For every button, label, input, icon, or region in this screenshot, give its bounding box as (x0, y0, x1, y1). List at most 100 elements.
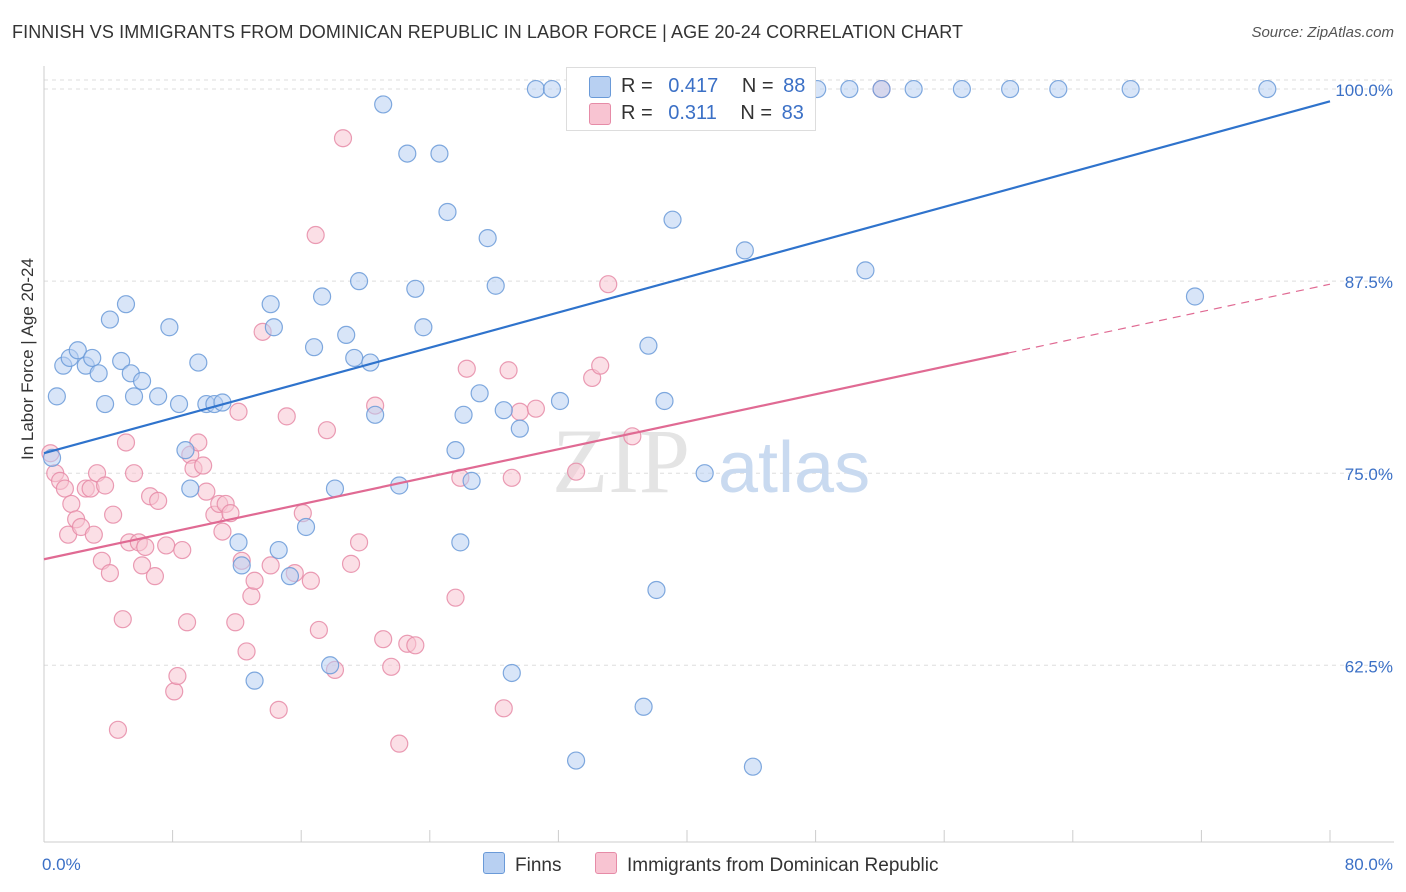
dominican-point (245, 571, 264, 590)
legend-item-finns[interactable]: Finns (483, 852, 561, 877)
x-tick-label-max: 80.0% (1345, 855, 1393, 874)
finns-point (502, 663, 521, 683)
finns-point (232, 556, 251, 575)
finns-point (95, 394, 115, 414)
dominican-point (226, 613, 245, 632)
finns-point (743, 757, 763, 776)
trend-lines (43, 100, 1331, 561)
finns-point (1049, 79, 1068, 99)
finns-point (112, 351, 131, 371)
finns-point (229, 533, 248, 552)
n-label: N = (741, 75, 774, 97)
finns-point (526, 79, 545, 99)
finns-point (634, 697, 653, 716)
dominican-point (526, 399, 545, 418)
dominican-point (149, 491, 168, 510)
legend-item-dominican[interactable]: Immigrants from Dominican Republic (595, 852, 939, 877)
r-value: 0.417 (668, 75, 719, 97)
finns-point (406, 279, 425, 298)
dominican-point (317, 421, 337, 440)
tick-labels: 62.5% 75.0% 87.5% 100.0% 0.0% 80.0% (42, 81, 1393, 874)
finns-point (735, 241, 754, 260)
finns-point (366, 405, 385, 424)
dominican-point (349, 533, 369, 552)
dominican-point (104, 505, 123, 524)
finns-point (1258, 79, 1277, 99)
dominican-point (124, 464, 144, 483)
dominican-point (62, 494, 81, 514)
dominican-point (261, 556, 280, 575)
dominican-point (599, 275, 618, 294)
y-axis-label: In Labor Force | Age 20-24 (18, 258, 37, 460)
finns-point (494, 401, 513, 420)
y-tick-label: 75.0% (1345, 465, 1393, 484)
finns-point (566, 751, 586, 770)
finns-point (398, 144, 417, 163)
finns-point (83, 348, 102, 368)
dominican-point (100, 563, 120, 583)
dominican-point (566, 462, 586, 481)
finns-point (647, 580, 666, 600)
finns-point (1121, 79, 1140, 99)
dominican-point (591, 356, 610, 375)
dominican-swatch (589, 103, 611, 125)
r-label: R = (621, 75, 653, 97)
finns-point (695, 464, 714, 483)
finns-point (181, 479, 200, 498)
dominican-point (84, 525, 103, 544)
n-value: 88 (783, 75, 806, 97)
dominican-point (173, 540, 192, 560)
finns-point (451, 533, 470, 552)
finns-point (345, 348, 364, 368)
finns-point (446, 441, 465, 460)
finns-point (1185, 287, 1205, 306)
finns-point (1001, 79, 1020, 99)
dominican-point (168, 666, 187, 686)
x-tick-label-min: 0.0% (42, 855, 81, 874)
dominican-trend-line (43, 351, 1009, 561)
dominican-point (269, 700, 288, 719)
dominican-point (242, 587, 261, 606)
finns-point (374, 95, 393, 114)
y-tick-label: 62.5% (1345, 657, 1393, 676)
finns-point (872, 79, 891, 99)
dominican-point (277, 407, 296, 426)
finns-point (655, 391, 674, 411)
legend-label: Finns (515, 855, 562, 876)
finns-swatch (589, 76, 611, 98)
dominican-point (301, 571, 320, 590)
finns-point (542, 79, 562, 99)
dominican-point (341, 554, 361, 573)
dominican-point (55, 479, 74, 498)
finns-point (169, 394, 189, 414)
dominican-point (502, 468, 521, 487)
dominican-point (499, 361, 518, 380)
finns-point (124, 387, 144, 406)
dominican-point (382, 657, 401, 676)
finns-point (430, 144, 449, 163)
source-label: Source: ZipAtlas.com (1251, 24, 1394, 41)
finns-point (478, 229, 497, 248)
dominican-swatch (595, 852, 617, 874)
chart-title: FINNISH VS IMMIGRANTS FROM DOMINICAN REP… (12, 22, 964, 42)
dominican-point (623, 427, 642, 446)
dominican-point (510, 402, 529, 421)
finns-point (904, 79, 923, 99)
finns-point (132, 371, 152, 391)
finns-point (312, 287, 332, 306)
finns-point (414, 318, 433, 337)
dominican-point (237, 642, 256, 661)
finns-point (245, 671, 264, 690)
finns-point (639, 336, 658, 355)
finns-point (47, 387, 66, 406)
r-label: R = (621, 102, 653, 124)
finns-point (550, 391, 570, 411)
dominican-point (108, 720, 128, 739)
finns-point (42, 448, 62, 467)
finns-point (116, 295, 136, 314)
dominican-point (374, 630, 393, 649)
scatter-points (41, 79, 1277, 776)
finns-point (510, 419, 529, 438)
finns-point (952, 79, 971, 99)
finns-point (160, 318, 179, 337)
